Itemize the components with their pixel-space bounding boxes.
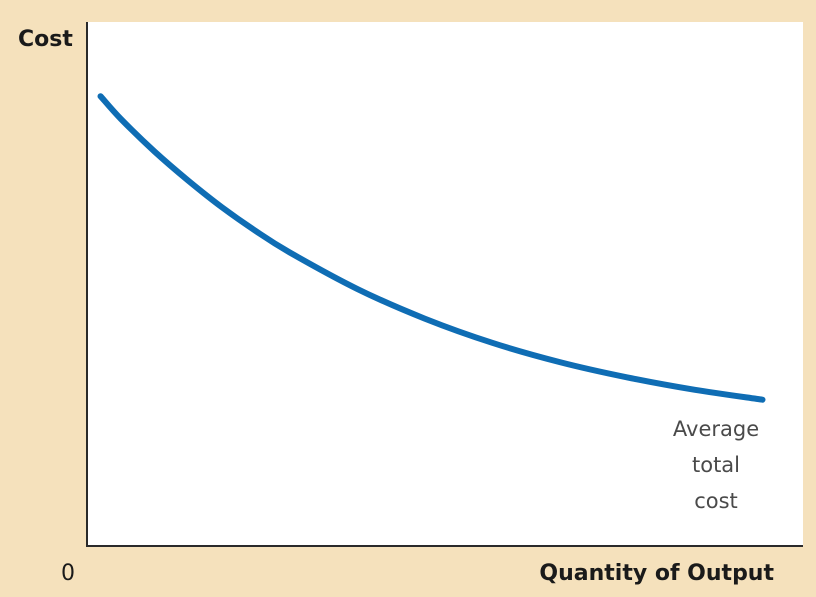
average-total-cost-curve xyxy=(97,93,766,403)
y-axis-title: Cost xyxy=(18,27,73,52)
plot-area xyxy=(87,22,803,546)
curve-label-line-2: total xyxy=(692,453,740,477)
curve-label-line-3: cost xyxy=(694,489,738,513)
x-axis-title: Quantity of Output xyxy=(539,561,774,586)
curve-label-line-1: Average xyxy=(673,417,759,441)
origin-label: 0 xyxy=(61,561,75,586)
